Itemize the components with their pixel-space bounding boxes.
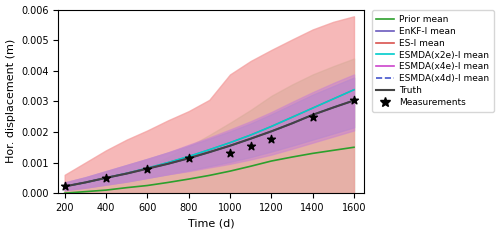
Point: [102, 176, 110, 180]
Point: [350, 99, 358, 102]
Point: [268, 137, 276, 141]
Y-axis label: Hor. displacement (m): Hor. displacement (m): [6, 39, 16, 164]
Legend: Prior mean, EnKF-l mean, ES-l mean, ESMDA(x2e)-l mean, ESMDA(x4e)-l mean, ESMDA(: Prior mean, EnKF-l mean, ES-l mean, ESMD…: [372, 10, 494, 112]
Point: [184, 156, 192, 160]
Point: [60, 185, 68, 188]
Point: [144, 167, 152, 171]
Point: [308, 115, 316, 119]
Point: [226, 151, 234, 155]
X-axis label: Time (d): Time (d): [188, 219, 234, 228]
Point: [246, 144, 254, 148]
